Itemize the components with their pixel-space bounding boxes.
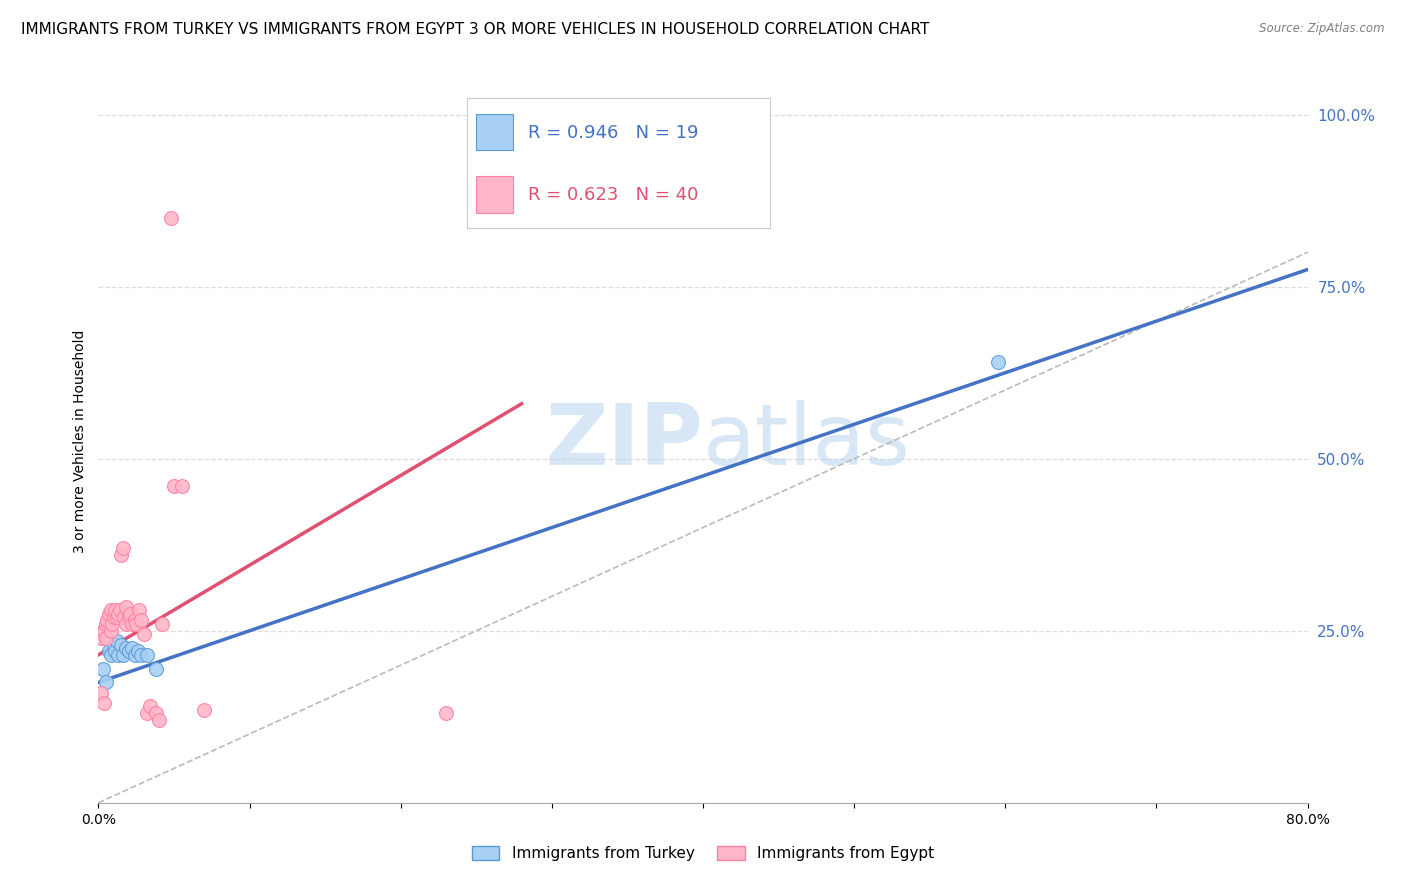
Point [93, 696, 115, 710]
Y-axis label: 3 or more Vehicles in Household: 3 or more Vehicles in Household [73, 330, 87, 553]
Point [112, 610, 135, 624]
Point [132, 627, 155, 641]
Point [105, 634, 128, 648]
Point [98, 644, 121, 658]
Point [98, 607, 121, 621]
Point [105, 610, 128, 624]
Point [107, 648, 129, 662]
Point [114, 599, 136, 614]
Point [114, 616, 136, 631]
Point [148, 713, 170, 727]
Point [118, 610, 141, 624]
Point [120, 607, 142, 621]
Point [118, 644, 141, 658]
Point [90, 631, 112, 645]
Point [107, 607, 129, 621]
Point [160, 211, 183, 225]
Point [94, 631, 117, 645]
Point [128, 603, 150, 617]
Point [100, 603, 122, 617]
Point [91, 662, 114, 676]
Point [125, 616, 148, 631]
Text: Source: ZipAtlas.com: Source: ZipAtlas.com [1260, 22, 1385, 36]
Point [93, 624, 115, 638]
Point [145, 662, 167, 676]
Point [94, 616, 117, 631]
Point [104, 644, 127, 658]
Point [114, 640, 136, 655]
Point [103, 610, 125, 624]
Legend: Immigrants from Turkey, Immigrants from Egypt: Immigrants from Turkey, Immigrants from … [465, 840, 941, 867]
Point [100, 648, 122, 662]
Point [121, 640, 143, 655]
Point [163, 479, 186, 493]
Point [193, 703, 215, 717]
Point [103, 638, 125, 652]
Point [94, 675, 117, 690]
Point [145, 706, 167, 721]
Point [129, 614, 152, 628]
Text: IMMIGRANTS FROM TURKEY VS IMMIGRANTS FROM EGYPT 3 OR MORE VEHICLES IN HOUSEHOLD : IMMIGRANTS FROM TURKEY VS IMMIGRANTS FRO… [21, 22, 929, 37]
Point [110, 638, 132, 652]
Point [110, 548, 132, 562]
Point [96, 614, 118, 628]
Text: ZIP: ZIP [546, 400, 703, 483]
Point [139, 699, 162, 714]
Point [150, 616, 173, 631]
Point [111, 648, 134, 662]
Point [127, 644, 149, 658]
Point [104, 603, 127, 617]
Point [90, 686, 112, 700]
Point [100, 624, 122, 638]
Point [101, 616, 124, 631]
Point [129, 648, 152, 662]
Point [91, 624, 114, 638]
Point [124, 648, 146, 662]
Text: atlas: atlas [703, 400, 911, 483]
Point [434, 706, 457, 721]
Point [170, 479, 193, 493]
Point [108, 603, 131, 617]
Point [135, 706, 157, 721]
Point [121, 616, 143, 631]
Point [135, 648, 157, 662]
Point [124, 614, 146, 628]
Point [987, 355, 1010, 369]
Point [111, 541, 134, 556]
